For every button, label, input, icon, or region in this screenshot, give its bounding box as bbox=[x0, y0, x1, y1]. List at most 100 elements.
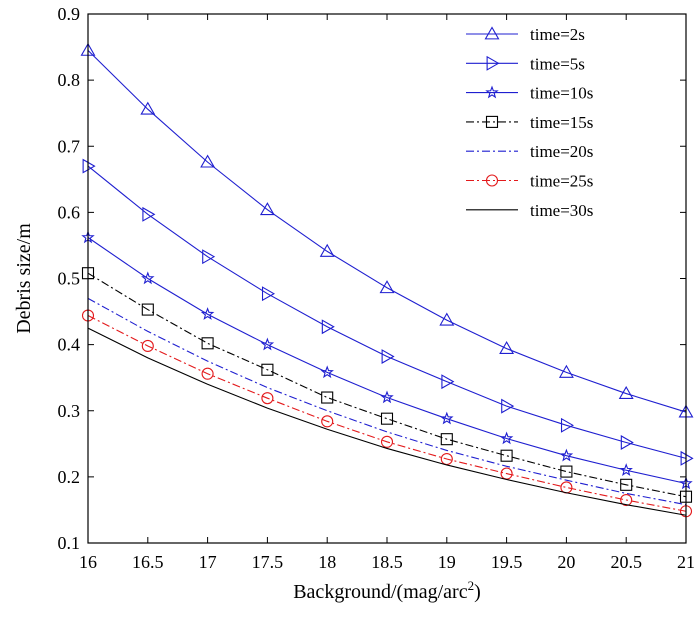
data-point bbox=[381, 349, 395, 364]
x-tick-labels: 16 16.5 17 17.5 18 18.5 19 19.5 20 20.5 21 bbox=[79, 552, 695, 572]
legend-label: time=30s bbox=[530, 201, 593, 220]
y-tick-label: 0.7 bbox=[58, 136, 81, 156]
plot-frame bbox=[87, 13, 687, 544]
data-point bbox=[82, 158, 96, 174]
data-point bbox=[500, 449, 513, 462]
x-axis-title: Background/(mag/arc2) bbox=[293, 578, 481, 603]
data-point bbox=[440, 433, 453, 446]
y-axis-title: Debris size/m bbox=[13, 223, 35, 334]
x-tick-label: 17 bbox=[199, 552, 217, 572]
data-point bbox=[499, 431, 514, 445]
data-point bbox=[142, 206, 156, 222]
data-point bbox=[200, 307, 215, 320]
x-tick-label: 20.5 bbox=[610, 552, 642, 572]
y-tick-label: 0.4 bbox=[58, 335, 81, 355]
data-point bbox=[259, 202, 275, 216]
data-point bbox=[380, 435, 394, 448]
series-time-10s bbox=[81, 230, 693, 490]
data-point bbox=[261, 392, 274, 405]
data-point bbox=[618, 385, 634, 399]
legend-marker bbox=[485, 174, 499, 187]
x-tick-label: 16 bbox=[79, 552, 97, 572]
legend-item: time=20s bbox=[466, 142, 593, 161]
legend-label: time=25s bbox=[530, 172, 593, 191]
legend-marker bbox=[485, 115, 499, 128]
series-time-2s bbox=[80, 42, 694, 418]
data-point bbox=[141, 271, 155, 285]
data-point bbox=[321, 319, 335, 335]
data-point bbox=[620, 435, 634, 450]
data-point bbox=[501, 398, 515, 414]
legend-item: time=10s bbox=[466, 84, 593, 103]
data-point bbox=[620, 478, 633, 491]
data-point bbox=[560, 417, 575, 433]
data-point bbox=[141, 339, 154, 352]
series-line bbox=[87, 272, 687, 498]
data-point bbox=[321, 415, 334, 428]
legend-label: time=20s bbox=[530, 142, 593, 161]
y-tick-label: 0.5 bbox=[58, 269, 81, 289]
legend-item: time=30s bbox=[466, 201, 593, 220]
data-point bbox=[321, 391, 334, 404]
x-tick-label: 16.5 bbox=[132, 552, 164, 572]
x-tick-label: 21 bbox=[677, 552, 695, 572]
data-point bbox=[320, 365, 334, 379]
series-line bbox=[87, 315, 687, 512]
y-tick-label: 0.3 bbox=[58, 401, 81, 421]
legend-label: time=5s bbox=[530, 54, 585, 73]
series-time-15s bbox=[81, 267, 693, 503]
legend: time=2s time=5s time=10s time=15s time=20s ti… bbox=[466, 25, 593, 220]
data-point bbox=[379, 280, 395, 294]
series-line bbox=[87, 237, 687, 485]
tick-marks bbox=[87, 13, 687, 544]
data-point bbox=[261, 286, 276, 302]
legend-label: time=15s bbox=[530, 113, 593, 132]
data-point bbox=[261, 363, 274, 376]
data-point bbox=[380, 390, 394, 404]
x-tick-label: 17.5 bbox=[252, 552, 284, 572]
legend-item: time=25s bbox=[466, 172, 593, 191]
legend-label: time=2s bbox=[530, 25, 585, 44]
data-point bbox=[439, 312, 455, 326]
y-tick-label: 0.8 bbox=[58, 70, 81, 90]
y-tick-labels: 0.1 0.2 0.3 0.4 0.5 0.6 0.7 0.8 0.9 bbox=[58, 4, 81, 553]
x-axis-title-superscript: 2 bbox=[468, 578, 475, 593]
legend-label: time=10s bbox=[530, 84, 593, 103]
y-tick-label: 0.6 bbox=[58, 202, 81, 222]
series-time-30s bbox=[87, 327, 687, 516]
series-time-20s bbox=[87, 297, 687, 506]
data-point bbox=[560, 481, 573, 494]
x-tick-label: 18 bbox=[318, 552, 336, 572]
y-tick-label: 0.2 bbox=[58, 467, 81, 487]
legend-marker bbox=[485, 85, 499, 99]
data-point bbox=[619, 463, 633, 476]
data-point bbox=[201, 337, 214, 350]
x-tick-label: 19.5 bbox=[491, 552, 523, 572]
x-tick-label: 20 bbox=[557, 552, 575, 572]
data-point bbox=[558, 364, 574, 378]
legend-item: time=5s bbox=[466, 54, 585, 73]
data-point bbox=[559, 448, 574, 462]
data-point bbox=[620, 493, 633, 507]
series-time-5s bbox=[82, 158, 694, 466]
data-point bbox=[140, 101, 156, 115]
data-point bbox=[440, 411, 454, 425]
legend-marker bbox=[484, 26, 500, 40]
data-point bbox=[680, 450, 694, 466]
y-tick-label: 0.9 bbox=[58, 4, 81, 24]
data-point bbox=[260, 337, 275, 351]
legend-item: time=2s bbox=[466, 25, 585, 44]
x-tick-label: 18.5 bbox=[371, 552, 403, 572]
legend-marker bbox=[486, 55, 500, 71]
x-axis-title-text: Background/(mag/arc bbox=[293, 581, 467, 603]
data-point bbox=[380, 412, 394, 425]
data-point bbox=[141, 303, 154, 316]
data-point bbox=[319, 243, 335, 257]
series-line bbox=[87, 49, 687, 413]
y-tick-label: 0.1 bbox=[58, 533, 81, 553]
x-axis-title-close: ) bbox=[474, 581, 481, 603]
legend-item: time=15s bbox=[466, 113, 593, 132]
data-point bbox=[499, 340, 515, 355]
data-point bbox=[441, 374, 455, 390]
